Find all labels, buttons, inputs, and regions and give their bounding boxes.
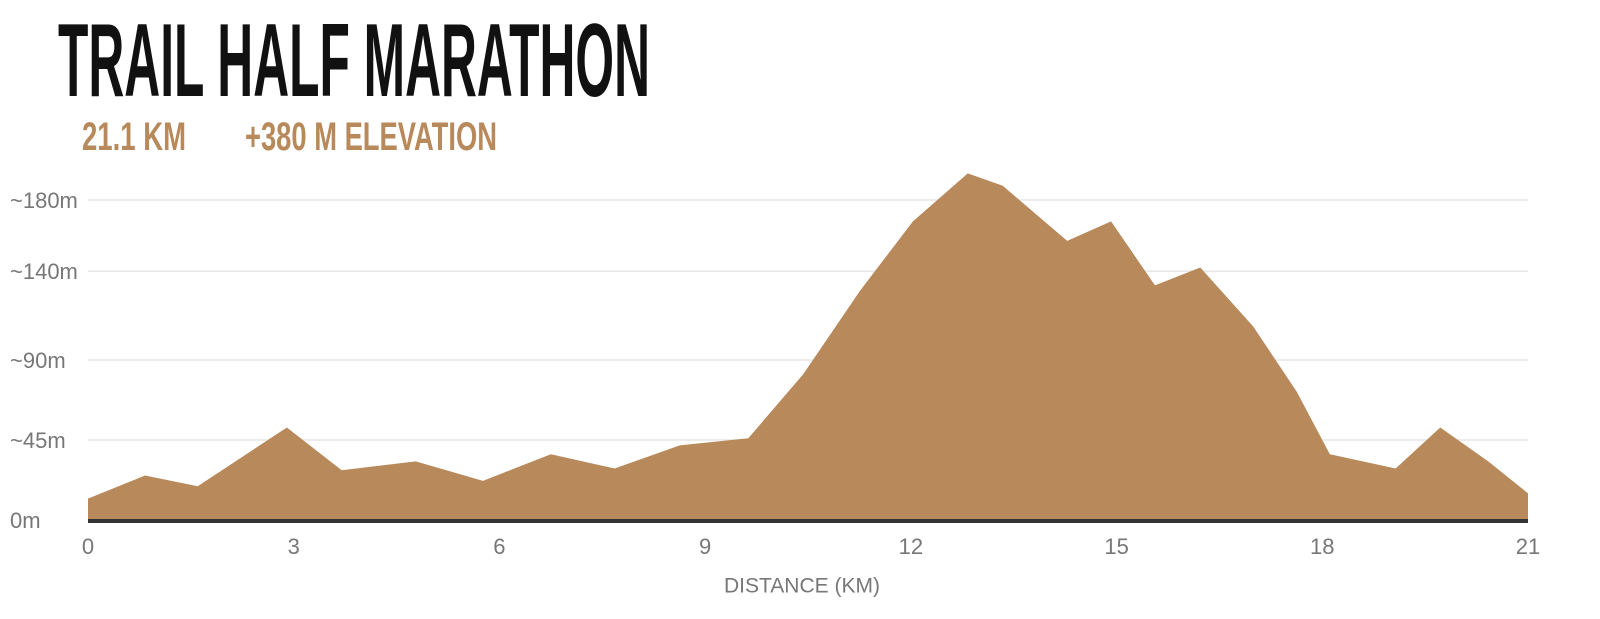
chart-title: TRAIL HALF MARATHON xyxy=(58,3,650,119)
x-tick-label: 6 xyxy=(493,534,505,559)
subtitle-distance: 21.1 KM xyxy=(82,115,186,159)
x-tick-label: 18 xyxy=(1310,534,1334,559)
x-tick-label: 12 xyxy=(899,534,923,559)
x-tick-label: 9 xyxy=(699,534,711,559)
x-tick-label: 0 xyxy=(82,534,94,559)
y-tick-label: ~140m xyxy=(10,259,78,284)
elevation-area xyxy=(88,173,1528,521)
y-tick-label: 0m xyxy=(10,508,41,533)
x-tick-label: 15 xyxy=(1104,534,1128,559)
x-tick-label: 21 xyxy=(1516,534,1540,559)
x-tick-label: 3 xyxy=(288,534,300,559)
baseline xyxy=(88,519,1528,523)
x-axis-label: DISTANCE (KM) xyxy=(724,575,880,598)
y-tick-label: ~180m xyxy=(10,188,78,213)
y-tick-label: ~90m xyxy=(10,348,66,373)
subtitle-elevation: +380 M ELEVATION xyxy=(245,115,497,159)
y-tick-label: ~45m xyxy=(10,428,66,453)
